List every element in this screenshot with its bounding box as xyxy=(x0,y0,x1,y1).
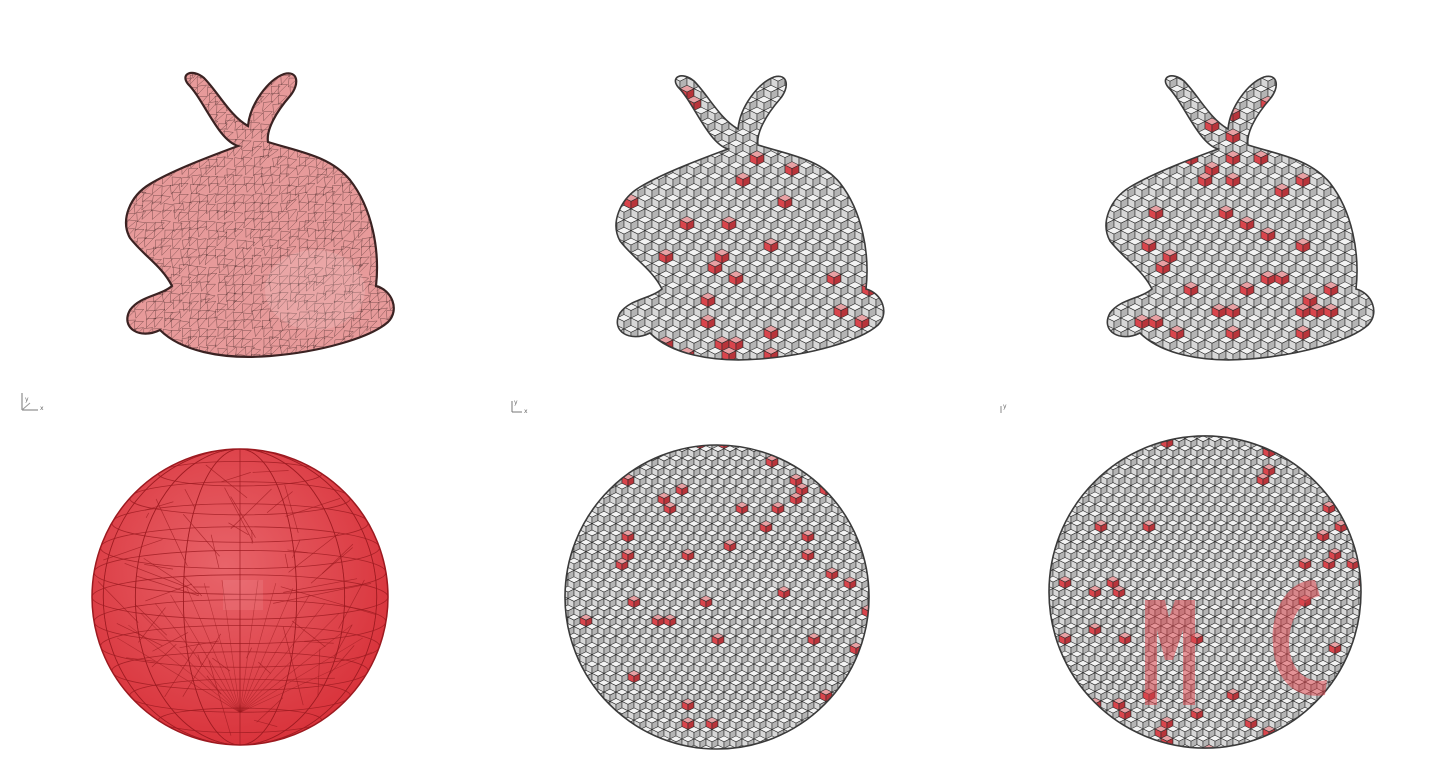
axis-x-label: x xyxy=(40,405,44,412)
sphere-triangle-mesh xyxy=(88,445,393,750)
axis-triad-2: y x xyxy=(508,398,532,416)
axis-x-label: x xyxy=(524,408,528,415)
bunny-voxels-a xyxy=(585,55,895,385)
axis-triad-3: y xyxy=(998,402,1012,416)
axis-y-label: y xyxy=(1003,403,1007,410)
bunny-triangle-mesh xyxy=(100,50,400,370)
axis-y-label: y xyxy=(514,399,518,406)
bunny-voxelization-a xyxy=(585,55,895,385)
bunny-mesh-panel xyxy=(100,50,400,370)
sphere-wireframe xyxy=(92,449,388,745)
bunny-voxels-b xyxy=(1075,55,1385,385)
sphere-voxelization-a xyxy=(560,440,875,755)
bunny-voxel-a-panel xyxy=(585,55,895,385)
sphere-voxel-a-panel xyxy=(560,440,875,755)
sphere-mesh-panel xyxy=(88,445,393,750)
sphere-voxelization-b xyxy=(1045,430,1365,755)
sphere-voxels-a xyxy=(560,440,875,755)
sphere-voxel-b-panel xyxy=(1045,430,1365,755)
axis-triad-1: y x xyxy=(18,390,48,415)
axis-y-label: y xyxy=(25,396,29,403)
bunny-voxelization-b xyxy=(1075,55,1385,385)
bunny-voxel-b-panel xyxy=(1075,55,1385,385)
